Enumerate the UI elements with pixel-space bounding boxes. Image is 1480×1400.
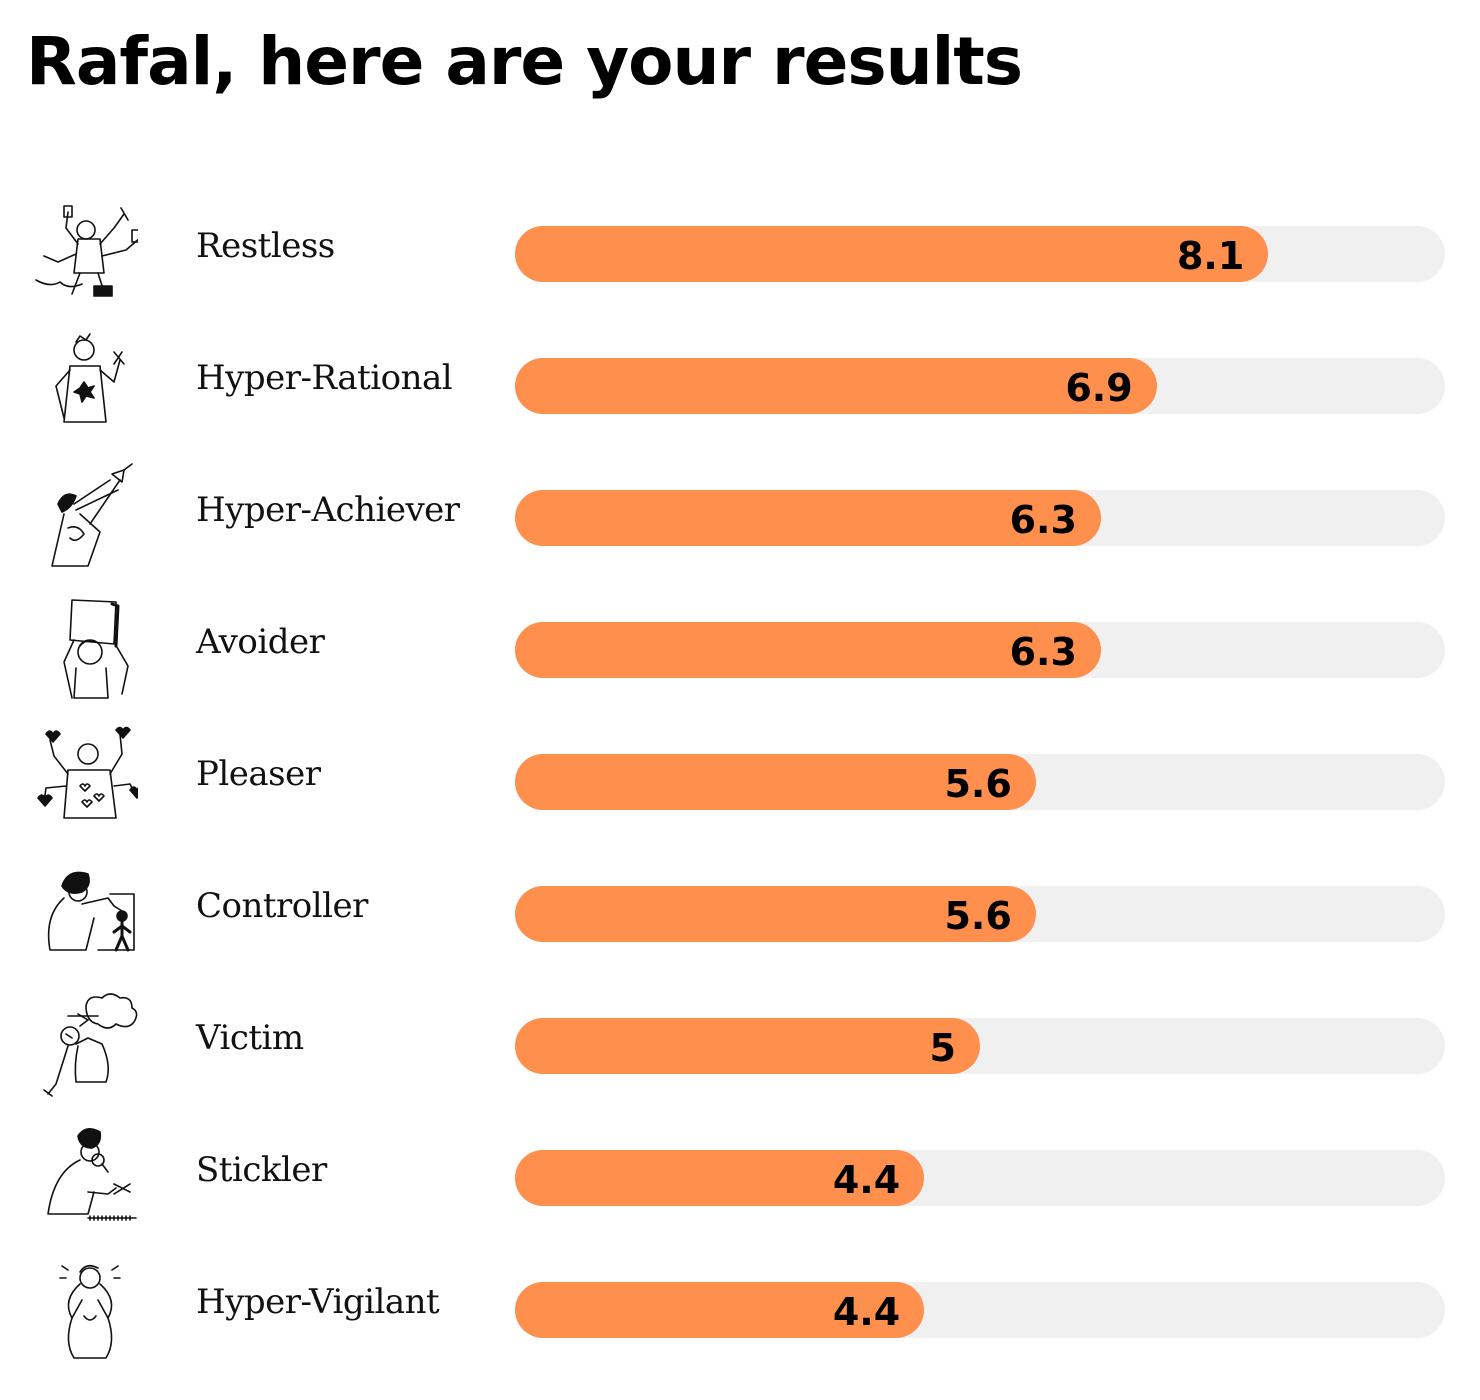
row-label: Controller	[196, 886, 368, 926]
bar-fill: 8.1	[515, 226, 1269, 282]
bar-track: 5.6	[515, 886, 1445, 942]
bar-track: 4.4	[515, 1282, 1445, 1338]
bar-track: 4.4	[515, 1150, 1445, 1206]
row-label: Avoider	[196, 622, 325, 662]
result-row: Pleaser 5.6	[0, 716, 1480, 848]
bar-value-label: 6.3	[1009, 630, 1077, 674]
bar-fill: 4.4	[515, 1150, 925, 1206]
result-row: Hyper-Rational 6.9	[0, 320, 1480, 452]
bar-track: 6.3	[515, 622, 1445, 678]
result-row: Restless 8.1	[0, 188, 1480, 320]
pleaser-illustration-icon	[37, 726, 138, 819]
result-row: Avoider 6.3	[0, 584, 1480, 716]
restless-illustration-icon	[35, 205, 138, 297]
bar-track: 6.9	[515, 358, 1445, 414]
row-label: Victim	[196, 1018, 304, 1058]
bar-fill: 6.9	[515, 358, 1157, 414]
controller-illustration-icon	[47, 871, 135, 952]
bar-value-label: 8.1	[1176, 234, 1245, 278]
bar-value-label: 5.6	[944, 894, 1012, 938]
bar-fill: 5.6	[515, 886, 1036, 942]
avoider-illustration-icon	[63, 599, 129, 699]
row-label: Hyper-Vigilant	[196, 1282, 440, 1322]
row-label: Hyper-Rational	[196, 358, 453, 398]
bar-track: 5	[515, 1018, 1445, 1074]
row-label: Restless	[196, 226, 335, 266]
result-row: Victim 5	[0, 980, 1480, 1112]
result-row: Controller 5.6	[0, 848, 1480, 980]
bar-value-label: 6.3	[1009, 498, 1077, 542]
page-title: Rafal, here are your results	[26, 23, 1023, 100]
bar-fill: 5	[515, 1018, 980, 1074]
results-chart: Restless 8.1 Hyper-Rational 6.9	[0, 188, 1480, 1376]
bar-track: 5.6	[515, 754, 1445, 810]
bar-fill: 6.3	[515, 490, 1101, 546]
result-row: Stickler 4.4	[0, 1112, 1480, 1244]
bar-value-label: 5	[929, 1026, 956, 1070]
bar-fill: 5.6	[515, 754, 1036, 810]
bar-track: 8.1	[515, 226, 1445, 282]
hyper-rational-illustration-icon	[55, 333, 125, 423]
stickler-illustration-icon	[47, 1128, 137, 1221]
row-label: Hyper-Achiever	[196, 490, 460, 530]
result-row: Hyper-Vigilant 4.4	[0, 1244, 1480, 1376]
hyper-vigilant-illustration-icon	[59, 1264, 121, 1359]
result-row: Hyper-Achiever 6.3	[0, 452, 1480, 584]
bar-value-label: 6.9	[1065, 366, 1133, 410]
row-label: Stickler	[196, 1150, 327, 1190]
bar-fill: 6.3	[515, 622, 1101, 678]
bar-track: 6.3	[515, 490, 1445, 546]
row-label: Pleaser	[196, 754, 321, 794]
bar-value-label: 5.6	[944, 762, 1012, 806]
bar-value-label: 4.4	[832, 1290, 901, 1334]
bar-value-label: 4.4	[832, 1158, 901, 1202]
victim-illustration-icon	[43, 993, 138, 1097]
hyper-achiever-illustration-icon	[51, 463, 133, 567]
bar-fill: 4.4	[515, 1282, 925, 1338]
